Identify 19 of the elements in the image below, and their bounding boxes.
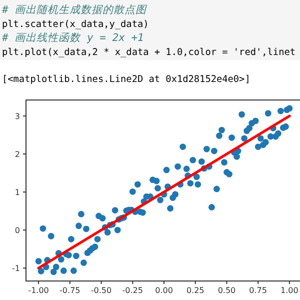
x-tick-label: -1.00 (28, 286, 49, 295)
x-tick-label: -0.75 (60, 286, 80, 295)
x-tick-label: -0.25 (122, 286, 143, 295)
text: plt.plot(x_data,2 * x_data + 1.0,color = 'red',linet (2, 47, 296, 58)
text: # 画出随机生成数据的散点图 (1, 4, 148, 16)
x-tick-label: 0.50 (218, 286, 236, 295)
y-tick-label: 3 (14, 112, 20, 121)
text: # 画出线性函数 y = 2x +1 (1, 32, 144, 44)
text: [<matplotlib.lines.Line2D at 0x1d28152e4e0>] (2, 74, 250, 85)
x-tick-label: 1.00 (280, 286, 298, 295)
y-tick-label: 0 (14, 226, 20, 236)
y-tick-label: 2 (14, 150, 20, 159)
text: plt.scatter(x_data,y_data) (2, 19, 149, 30)
x-tick-label: 0.25 (186, 286, 204, 295)
x-tick-label: 0.75 (249, 286, 267, 295)
y-tick-label: -1 (12, 264, 20, 274)
x-tick-label: 0.00 (155, 286, 173, 295)
y-tick-label: 1 (14, 188, 20, 198)
x-tick-label: -0.50 (90, 286, 112, 295)
